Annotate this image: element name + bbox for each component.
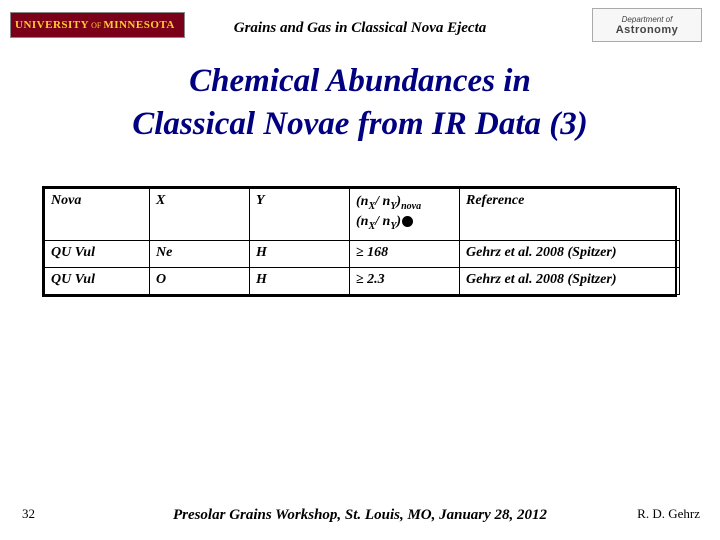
ratio-header-sun: (nX/ nY) [356,213,453,233]
cell-nova: QU Vul [45,267,150,294]
cell-y: H [250,240,350,267]
header: UNIVERSITY OF MINNESOTA Grains and Gas i… [0,8,720,48]
astronomy-logo: Department of Astronomy [592,8,702,42]
col-y: Y [250,189,350,241]
astronomy-label: Astronomy [616,24,679,36]
table-header-row: Nova X Y (nX/ nY)nova (nX/ nY) Reference [45,189,680,241]
cell-reference: Gehrz et al. 2008 (Spitzer) [460,267,680,294]
sun-icon [402,216,413,227]
cell-ratio: ≥ 168 [350,240,460,267]
table: Nova X Y (nX/ nY)nova (nX/ nY) Reference… [44,188,680,295]
col-x: X [150,189,250,241]
footer-workshop: Presolar Grains Workshop, St. Louis, MO,… [0,507,720,524]
cell-x: Ne [150,240,250,267]
cell-nova: QU Vul [45,240,150,267]
abundance-table: Nova X Y (nX/ nY)nova (nX/ nY) Reference… [42,186,677,297]
main-title-line1: Chemical Abundances in [189,63,531,99]
col-nova: Nova [45,189,150,241]
main-title: Chemical Abundances in Classical Novae f… [0,60,720,146]
cell-ratio: ≥ 2.3 [350,267,460,294]
table-row: QU Vul O H ≥ 2.3 Gehrz et al. 2008 (Spit… [45,267,680,294]
cell-reference: Gehrz et al. 2008 (Spitzer) [460,240,680,267]
main-title-line2: Classical Novae from IR Data (3) [132,106,588,142]
footer: 32 Presolar Grains Workshop, St. Louis, … [0,504,720,526]
footer-author: R. D. Gehrz [637,506,700,522]
cell-y: H [250,267,350,294]
col-ratio: (nX/ nY)nova (nX/ nY) [350,189,460,241]
slide: UNIVERSITY OF MINNESOTA Grains and Gas i… [0,0,720,540]
col-reference: Reference [460,189,680,241]
ratio-header-nova: (nX/ nY)nova [356,193,453,213]
cell-x: O [150,267,250,294]
dept-of-label: Department of [622,15,673,24]
table-row: QU Vul Ne H ≥ 168 Gehrz et al. 2008 (Spi… [45,240,680,267]
